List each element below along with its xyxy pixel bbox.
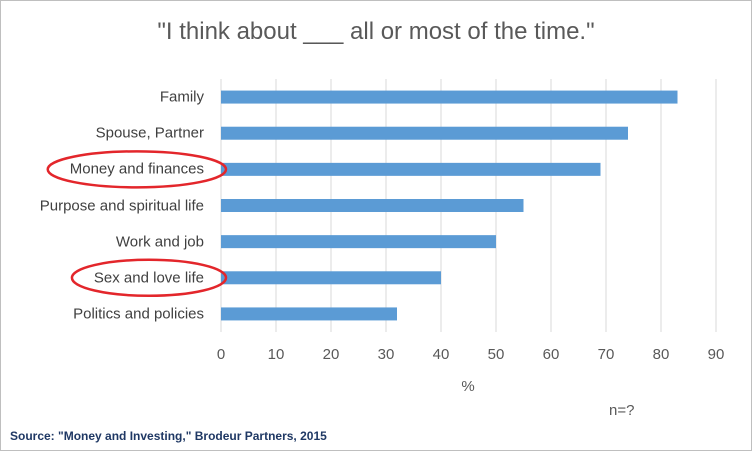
bar-spouse-partner: [221, 126, 628, 140]
x-tick-label: 90: [707, 346, 725, 363]
x-tick-label: 30: [377, 346, 395, 363]
x-tick-label: 0: [216, 346, 226, 363]
bar-purpose-and-spiritual-life: [221, 199, 524, 212]
category-label: Family: [159, 88, 204, 106]
x-tick-label: 50: [487, 346, 505, 363]
chart-title: "I think about ___ all or most of the ti…: [157, 18, 595, 45]
category-label: Spouse, Partner: [95, 124, 204, 142]
bar-work-and-job: [221, 235, 496, 249]
category-label: Work and job: [115, 233, 204, 251]
source-note: Source: "Money and Investing," Brodeur P…: [10, 429, 327, 443]
bar-family: [221, 90, 678, 104]
x-tick-label: 80: [652, 346, 670, 363]
category-label: Money and finances: [69, 160, 204, 178]
x-tick-label: 70: [597, 346, 615, 363]
x-tick-label: 20: [322, 346, 340, 363]
x-tick-label: 10: [267, 346, 285, 363]
sample-size-note: n=?: [609, 402, 635, 419]
bar-money-and-finances: [221, 162, 601, 176]
category-label: Politics and policies: [73, 305, 204, 323]
category-label: Purpose and spiritual life: [39, 197, 204, 214]
bar-politics-and-policies: [221, 307, 397, 321]
bar-sex-and-love-life: [221, 271, 441, 285]
x-tick-label: 60: [542, 346, 560, 363]
x-tick-label: 40: [432, 346, 450, 363]
x-axis-label: %: [461, 378, 475, 395]
category-label: Sex and love life: [93, 269, 204, 287]
